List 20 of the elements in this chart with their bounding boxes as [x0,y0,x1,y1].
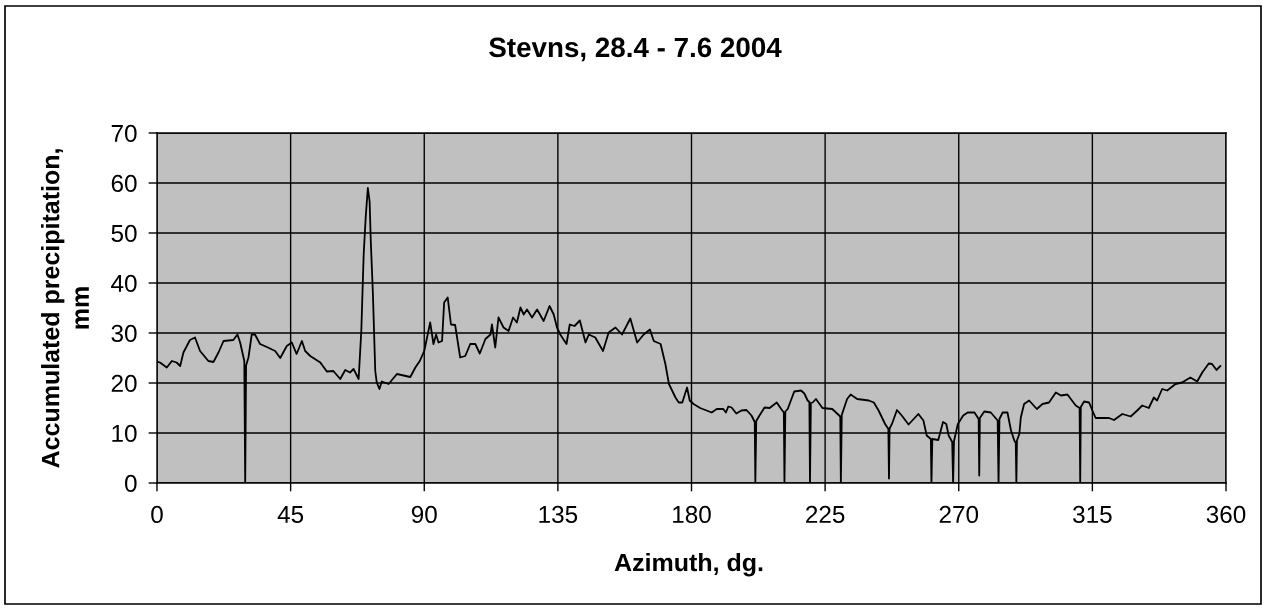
y-tick-label: 70 [111,124,137,143]
x-tick-label: 270 [939,505,979,524]
x-axis-title: Azimuth, dg. [614,553,763,577]
x-tick-label: 0 [151,505,163,524]
y-tick-label: 30 [111,324,137,343]
x-tick-label: 225 [806,505,845,524]
x-tick-label: 90 [411,505,437,524]
y-tick-label: 50 [111,224,137,243]
chart-title: Stevns, 28.4 - 7.6 2004 [489,37,782,62]
y-axis-title: Accumulated precipitation, mm [41,149,89,468]
x-tick-label: 360 [1206,505,1246,524]
y-tick-label: 0 [124,474,137,493]
x-tick-label: 135 [539,505,578,524]
x-tick-label: 45 [277,506,304,524]
y-tick-label: 40 [111,274,137,293]
y-tick-label: 20 [111,374,137,393]
x-tick-label: 180 [673,505,711,524]
y-tick-label: 60 [111,174,137,193]
y-tick-label: 10 [112,424,137,443]
x-tick-label: 315 [1073,505,1112,524]
